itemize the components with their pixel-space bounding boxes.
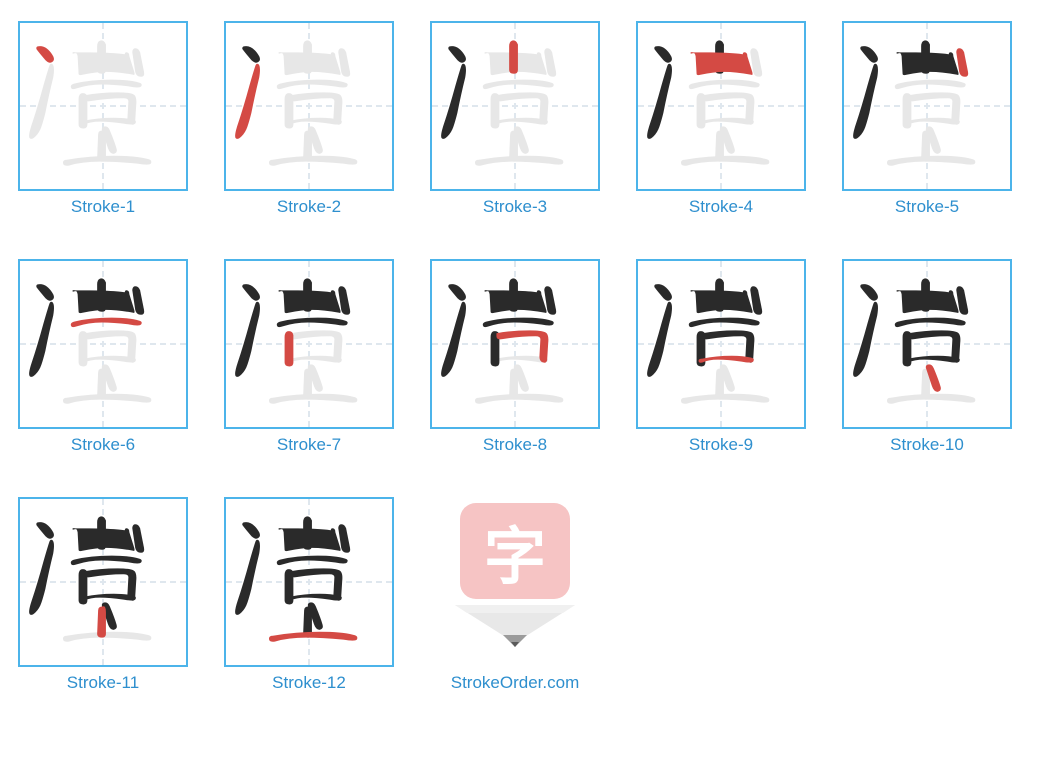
stroke-label: Stroke-3 — [483, 197, 547, 217]
stroke-cell: Stroke-5 — [842, 21, 1012, 217]
stroke-cell: Stroke-3 — [430, 21, 600, 217]
site-label: StrokeOrder.com — [451, 673, 580, 693]
stroke-cell: Stroke-8 — [430, 259, 600, 455]
stroke-label: Stroke-12 — [272, 673, 346, 693]
stroke-label: Stroke-4 — [689, 197, 753, 217]
stroke-cell: Stroke-12 — [224, 497, 394, 693]
logo-cell: 字 StrokeOrder.com — [430, 497, 600, 693]
stroke-grid: Stroke-1 Stroke-2 Stroke-3 Stroke-4 Stro… — [18, 21, 1032, 693]
stroke-frame — [224, 21, 394, 191]
stroke-label: Stroke-9 — [689, 435, 753, 455]
stroke-frame — [18, 21, 188, 191]
stroke-cell: Stroke-6 — [18, 259, 188, 455]
stroke-cell: Stroke-4 — [636, 21, 806, 217]
stroke-cell: Stroke-11 — [18, 497, 188, 693]
logo-box: 字 — [445, 497, 585, 667]
stroke-cell: Stroke-9 — [636, 259, 806, 455]
pencil-icon — [445, 595, 585, 653]
stroke-cell: Stroke-2 — [224, 21, 394, 217]
stroke-frame — [636, 259, 806, 429]
stroke-frame — [18, 259, 188, 429]
stroke-frame — [430, 21, 600, 191]
stroke-label: Stroke-2 — [277, 197, 341, 217]
stroke-cell: Stroke-10 — [842, 259, 1012, 455]
stroke-label: Stroke-8 — [483, 435, 547, 455]
stroke-frame — [18, 497, 188, 667]
stroke-label: Stroke-1 — [71, 197, 135, 217]
stroke-frame — [224, 497, 394, 667]
stroke-frame — [842, 259, 1012, 429]
stroke-label: Stroke-5 — [895, 197, 959, 217]
stroke-frame — [842, 21, 1012, 191]
logo-tile: 字 — [460, 503, 570, 599]
stroke-frame — [636, 21, 806, 191]
stroke-label: Stroke-7 — [277, 435, 341, 455]
stroke-frame — [430, 259, 600, 429]
stroke-cell: Stroke-7 — [224, 259, 394, 455]
stroke-cell: Stroke-1 — [18, 21, 188, 217]
stroke-frame — [224, 259, 394, 429]
stroke-label: Stroke-10 — [890, 435, 964, 455]
stroke-label: Stroke-6 — [71, 435, 135, 455]
stroke-label: Stroke-11 — [67, 673, 139, 693]
logo-character: 字 — [484, 506, 546, 596]
